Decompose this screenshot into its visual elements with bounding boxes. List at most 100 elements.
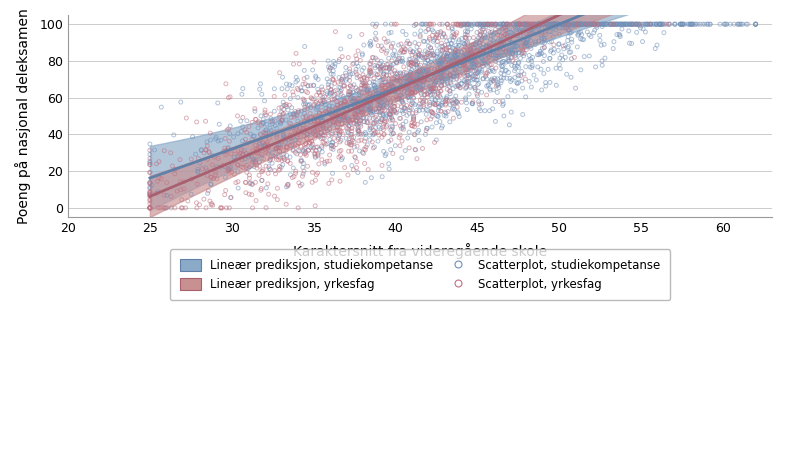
- Point: [327, 107, 339, 115]
- Point: [407, 78, 419, 86]
- Point: [374, 96, 386, 103]
- Point: [387, 60, 400, 68]
- Point: [269, 122, 282, 129]
- Point: [408, 120, 421, 127]
- Point: [427, 100, 439, 107]
- Point: [298, 98, 311, 105]
- Point: [643, 20, 656, 28]
- Point: [551, 20, 563, 28]
- Point: [530, 20, 542, 28]
- Point: [388, 47, 401, 55]
- Point: [460, 84, 472, 91]
- Point: [539, 24, 552, 31]
- Point: [281, 181, 294, 188]
- Point: [284, 132, 297, 140]
- Point: [351, 98, 364, 106]
- Point: [519, 75, 532, 83]
- Point: [293, 128, 305, 136]
- Point: [464, 74, 476, 82]
- Point: [304, 139, 316, 147]
- Point: [397, 124, 409, 131]
- Point: [379, 112, 392, 119]
- Point: [380, 123, 393, 131]
- Point: [557, 42, 570, 50]
- Point: [408, 60, 420, 68]
- Point: [455, 22, 467, 30]
- Point: [383, 65, 396, 73]
- Point: [433, 60, 445, 68]
- Point: [604, 20, 617, 28]
- Point: [571, 31, 584, 38]
- Point: [423, 88, 436, 96]
- Point: [225, 159, 238, 167]
- Point: [305, 142, 318, 150]
- Point: [439, 102, 452, 109]
- Point: [504, 86, 517, 94]
- Point: [313, 110, 326, 117]
- Point: [474, 23, 486, 30]
- Point: [482, 43, 495, 50]
- Point: [352, 114, 364, 122]
- Point: [343, 122, 356, 130]
- Point: [316, 156, 328, 164]
- Point: [650, 20, 663, 28]
- Point: [357, 64, 370, 71]
- Point: [478, 29, 491, 36]
- Point: [431, 91, 444, 98]
- Point: [476, 55, 489, 63]
- Point: [562, 20, 575, 28]
- Point: [331, 127, 344, 134]
- Point: [527, 20, 539, 28]
- Point: [737, 20, 749, 28]
- Point: [515, 28, 527, 36]
- Point: [374, 118, 386, 125]
- Point: [501, 22, 513, 30]
- Point: [525, 45, 538, 52]
- Point: [323, 110, 335, 118]
- Point: [294, 136, 306, 144]
- Point: [396, 58, 408, 65]
- Point: [360, 134, 372, 142]
- Point: [354, 85, 367, 92]
- Point: [412, 102, 425, 110]
- Point: [606, 20, 619, 28]
- Point: [349, 100, 361, 107]
- Point: [217, 148, 230, 155]
- Point: [331, 107, 343, 114]
- Point: [225, 169, 238, 176]
- Point: [387, 130, 400, 137]
- Point: [512, 49, 525, 57]
- Point: [564, 20, 577, 28]
- Point: [483, 21, 496, 29]
- Point: [412, 77, 425, 85]
- Point: [449, 46, 462, 54]
- Point: [249, 157, 262, 165]
- Point: [352, 95, 364, 102]
- Point: [360, 110, 372, 118]
- Point: [405, 90, 417, 97]
- Point: [471, 39, 483, 46]
- Point: [467, 34, 480, 41]
- Point: [392, 94, 405, 102]
- Point: [394, 77, 407, 85]
- Point: [508, 63, 521, 70]
- Point: [652, 20, 665, 28]
- Point: [310, 106, 323, 113]
- Point: [580, 20, 593, 28]
- Point: [352, 131, 364, 138]
- Point: [372, 108, 385, 115]
- Point: [390, 52, 402, 59]
- Point: [563, 29, 576, 37]
- Point: [244, 179, 257, 187]
- Point: [539, 28, 552, 36]
- Point: [533, 20, 545, 28]
- Point: [615, 20, 628, 28]
- Point: [342, 115, 354, 122]
- Point: [471, 76, 484, 84]
- Point: [253, 139, 266, 146]
- Point: [316, 83, 328, 91]
- Point: [227, 133, 240, 141]
- Point: [476, 26, 489, 34]
- Point: [185, 155, 198, 163]
- Point: [528, 20, 541, 28]
